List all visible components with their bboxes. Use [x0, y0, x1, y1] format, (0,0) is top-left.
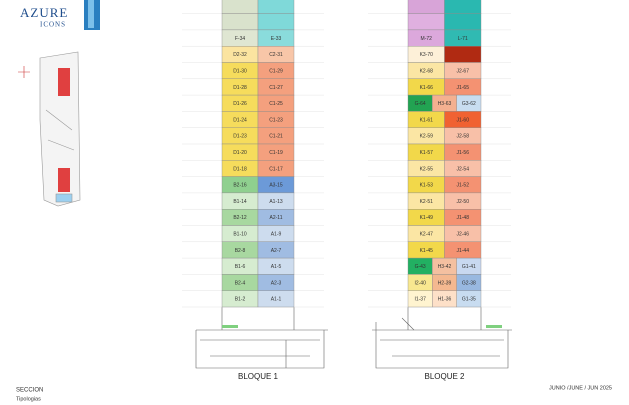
- unit-label: B2-16: [233, 183, 247, 189]
- unit-label: K2-68: [420, 68, 434, 74]
- unit-label: D1-28: [233, 85, 247, 91]
- unit-label: H3-63: [438, 101, 452, 107]
- structure: [195, 307, 512, 369]
- unit-label: B1-10: [233, 231, 247, 237]
- unit-label: D1-24: [233, 117, 247, 123]
- unit-label: C1-27: [269, 85, 283, 91]
- unit-label: J2-58: [456, 134, 469, 140]
- unit-label: J1-48: [456, 215, 469, 221]
- unit-label: K1-45: [420, 248, 434, 254]
- site-plan: [18, 51, 81, 207]
- unit-label: J2-46: [456, 231, 469, 237]
- unit-label: I1-37: [414, 297, 426, 303]
- unit-label: K2-59: [420, 134, 434, 140]
- logo-subtext: ICONS: [40, 21, 66, 29]
- unit-label: K2-55: [420, 166, 434, 172]
- unit-label: K1-53: [420, 183, 434, 189]
- unit-label: B2-8: [235, 248, 246, 254]
- logo: AZURE ICONS: [20, 0, 100, 30]
- unit-label: A1-13: [269, 199, 283, 205]
- unit-label: K3-70: [420, 52, 434, 58]
- unit-cell: [257, 13, 295, 31]
- unit-label: C1-17: [269, 166, 283, 172]
- unit-label: K1-66: [420, 85, 434, 91]
- unit-cell: [257, 0, 295, 14]
- unit-label: C1-21: [269, 134, 283, 140]
- unit-label: D1-18: [233, 166, 247, 172]
- block-title: BLOQUE 2: [424, 372, 465, 381]
- unit-cell: [221, 13, 259, 31]
- unit-cell: [456, 290, 482, 308]
- date: JUNIO /JUNE / JUN 2025: [549, 385, 612, 391]
- unit-label: B2-4: [235, 280, 246, 286]
- unit-label: A2-11: [270, 215, 283, 221]
- unit-label: D1-23: [233, 134, 247, 140]
- unit-cell: [257, 290, 295, 308]
- unit-label: K1-61: [420, 117, 434, 123]
- unit-label: J1-60: [456, 117, 469, 123]
- unit-cell: [407, 13, 445, 31]
- unit-label: E-33: [271, 36, 282, 42]
- unit-label: B2-12: [233, 215, 247, 221]
- unit-label: I2-40: [414, 280, 426, 286]
- unit-label: G-43: [415, 264, 426, 270]
- unit-label: A1-5: [271, 264, 282, 270]
- unit-label: A1-9: [271, 231, 282, 237]
- unit-label: C1-25: [269, 101, 283, 107]
- unit-label: G3-62: [462, 101, 476, 107]
- unit-label: G2-38: [462, 280, 476, 286]
- unit-label: A3-15: [269, 183, 283, 189]
- unit-cell: [444, 0, 482, 14]
- unit-label: D1-30: [233, 68, 247, 74]
- unit-label: F-34: [235, 36, 246, 42]
- unit-label: B1-2: [235, 297, 246, 303]
- section-subtitle: Tipologias: [16, 396, 41, 402]
- unit-cell: [444, 13, 482, 31]
- unit-label: G1-41: [462, 264, 476, 270]
- logo-text: AZURE: [20, 5, 68, 20]
- unit-label: B1-14: [233, 199, 247, 205]
- unit-label: L-71: [458, 36, 468, 42]
- unit-cell: [221, 0, 259, 14]
- unit-label: J1-44: [456, 248, 469, 254]
- unit-label: G-64: [415, 101, 426, 107]
- unit-label: D1-20: [233, 150, 247, 156]
- section-title: SECCION: [16, 388, 43, 394]
- unit-label: J1-65: [456, 85, 469, 91]
- unit-label: J2-50: [456, 199, 469, 205]
- unit-label: A2-3: [271, 280, 282, 286]
- unit-cell: [407, 0, 445, 14]
- unit-label: M-72: [421, 36, 433, 42]
- unit-label: C2-31: [269, 52, 283, 58]
- unit-label: D1-26: [233, 101, 247, 107]
- unit-label: J1-56: [456, 150, 469, 156]
- unit-label: H1-36: [438, 297, 452, 303]
- unit-label: J2-67: [456, 68, 469, 74]
- unit-label: H2-39: [438, 280, 452, 286]
- unit-label: K2-47: [420, 231, 434, 237]
- unit-label: C1-29: [269, 68, 283, 74]
- unit-label: A1-1: [271, 297, 282, 303]
- unit-cell: [444, 46, 482, 63]
- logo-mark: [88, 0, 94, 28]
- unit-label: B1-6: [235, 264, 246, 270]
- unit-label: J2-54: [456, 166, 469, 172]
- unit-label: D2-32: [233, 52, 247, 58]
- unit-label: K2-51: [420, 199, 434, 205]
- block-title: BLOQUE 1: [238, 372, 279, 381]
- unit-label: H3-42: [438, 264, 452, 270]
- unit-label: G1-35: [462, 297, 476, 303]
- unit-label: C1-23: [269, 117, 283, 123]
- unit-label: C1-19: [269, 150, 283, 156]
- unit-label: K1-49: [420, 215, 434, 221]
- unit-label: J1-52: [456, 183, 469, 189]
- unit-label: A2-7: [271, 248, 282, 254]
- unit-label: K1-57: [420, 150, 434, 156]
